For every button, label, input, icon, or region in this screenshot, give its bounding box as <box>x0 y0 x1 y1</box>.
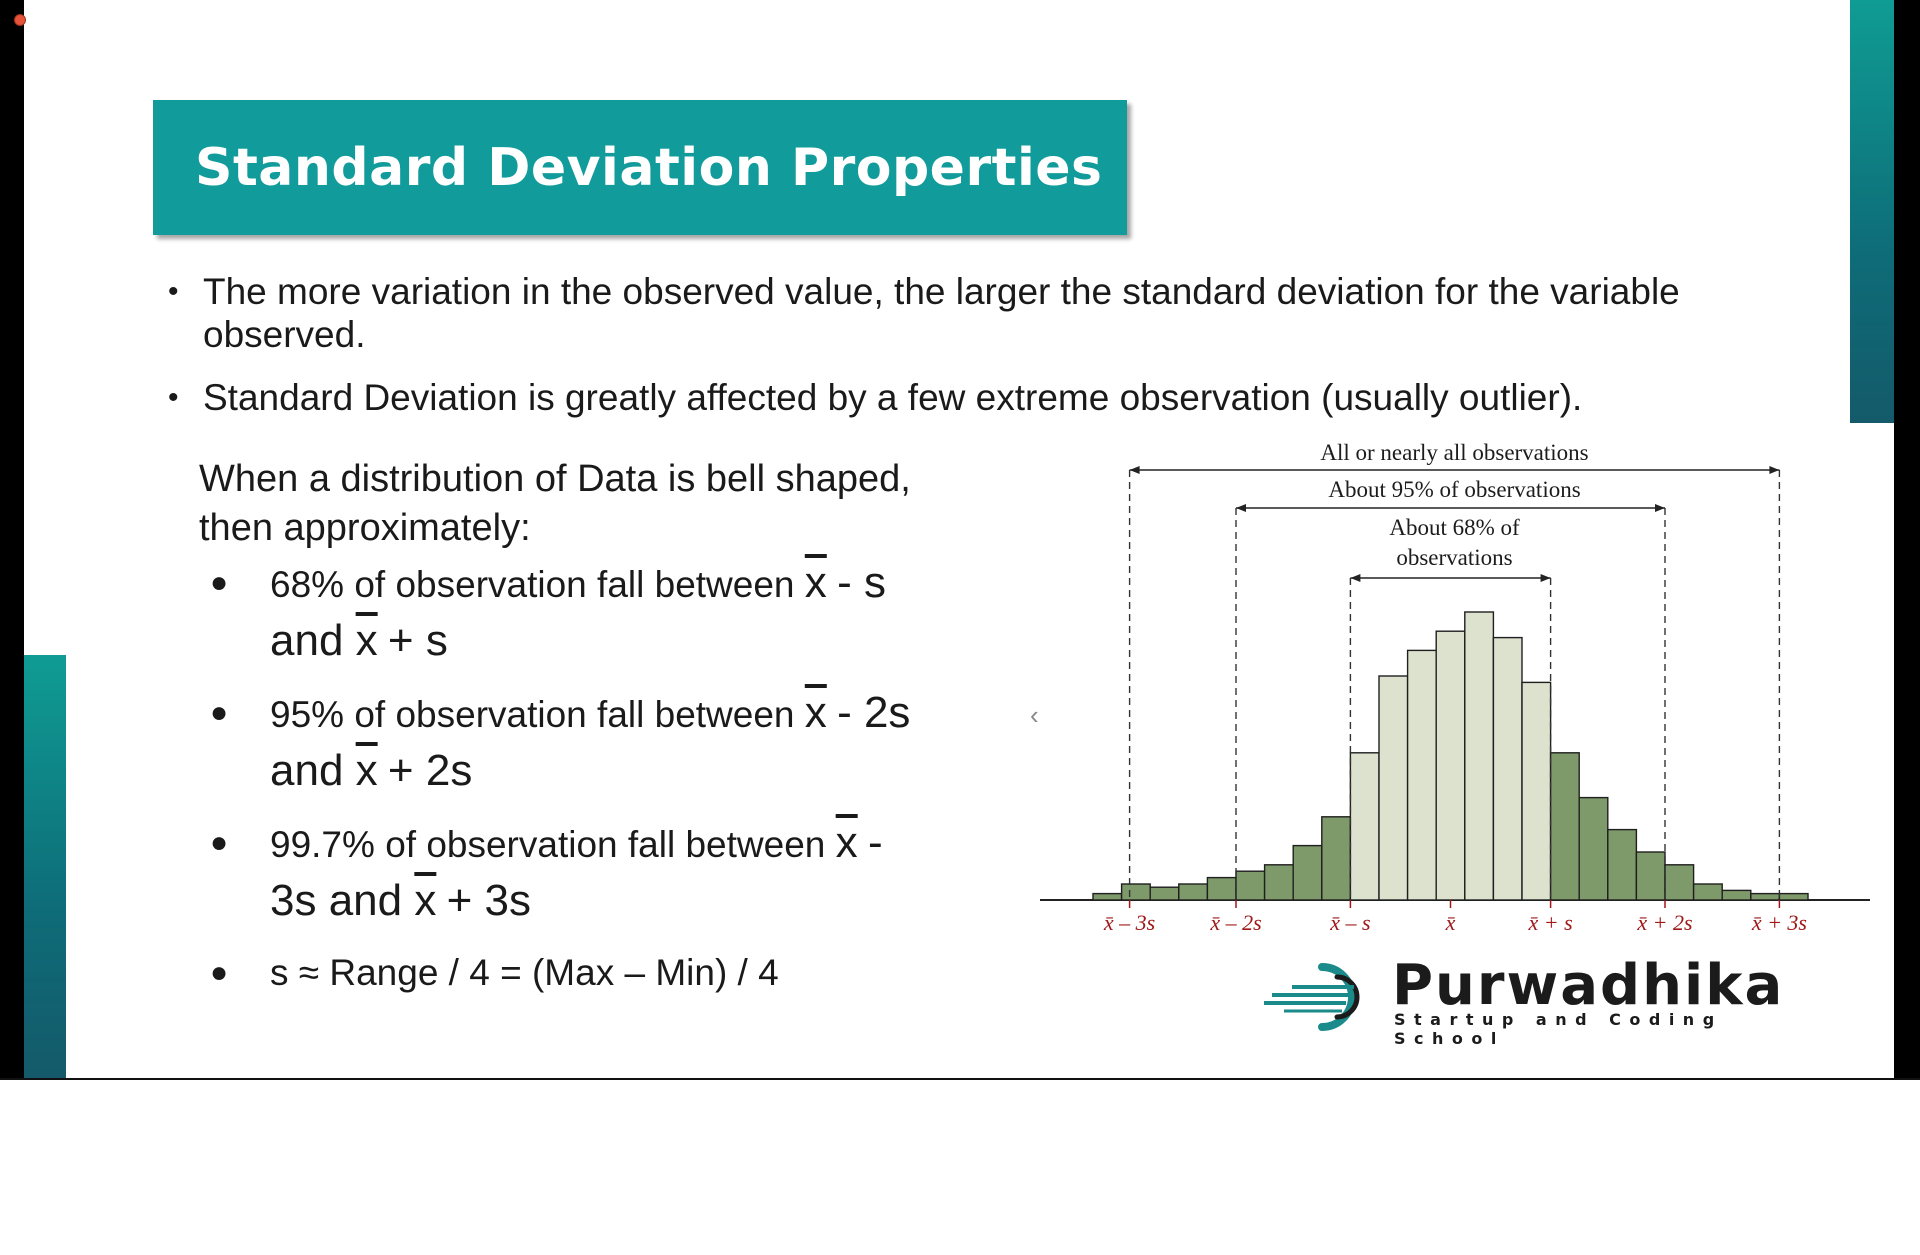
range-arrow-68-head-right <box>1540 574 1551 582</box>
x-tick-label: x̄ + 2s <box>1636 910 1692 935</box>
decorative-teal-bar-right <box>1850 0 1894 423</box>
bullet-item: • The more variation in the observed val… <box>168 270 1728 356</box>
histogram-bar <box>1292 844 1323 901</box>
histogram-bar <box>1635 851 1666 901</box>
title-banner: Standard Deviation Properties <box>153 100 1127 235</box>
rule-upper: + s <box>387 616 448 665</box>
histogram-bar <box>1206 876 1237 901</box>
x-tick-label: x̄ + s <box>1528 910 1573 935</box>
histogram-bar <box>1378 675 1409 901</box>
bullet-text: The more variation in the observed value… <box>203 271 1680 355</box>
rule-item-68: ● 68% of observation fall between x - s … <box>210 555 990 671</box>
x-tick-label: x̄ – s <box>1329 910 1370 935</box>
rule-upper: + 2s <box>387 746 473 795</box>
rule-lower: - s <box>837 558 886 607</box>
histogram-bar <box>1321 816 1352 901</box>
xbar-symbol: x <box>355 616 378 665</box>
rule-upper: + 3s <box>446 876 532 925</box>
presentation-slide: Standard Deviation Properties • The more… <box>0 0 1920 1078</box>
recording-indicator-icon <box>14 14 26 26</box>
xbar-symbol: x <box>414 876 437 925</box>
range-arrow-all-head-left <box>1129 466 1140 474</box>
range-arrow-95-head-right <box>1655 504 1665 512</box>
bullet-dot-icon: • <box>168 275 179 308</box>
bullet-item: • Standard Deviation is greatly affected… <box>168 376 1728 419</box>
previous-slide-chevron-icon[interactable]: ‹ <box>1030 700 1039 730</box>
rule-pre: 95% of observation fall between <box>270 694 805 735</box>
logo-tagline: Startup and Coding School <box>1394 1010 1723 1048</box>
rule-item-997: ● 99.7% of observation fall between x - … <box>210 815 990 931</box>
histogram-bar <box>1664 864 1695 901</box>
intro-line: then approximately: <box>199 507 531 549</box>
histogram-bar <box>1521 681 1552 901</box>
annotation-68-line2: observations <box>1396 545 1512 570</box>
x-tick-label: x̄ – 3s <box>1103 910 1155 935</box>
histogram-bar <box>1349 752 1380 901</box>
bullet-dot-icon: ● <box>210 696 229 729</box>
intro-line: When a distribution of Data is bell shap… <box>199 458 911 500</box>
rule-and: and <box>270 616 356 665</box>
range-rule-text: s ≈ Range / 4 = (Max – Min) / 4 <box>270 952 779 993</box>
decorative-teal-bar-left <box>24 655 66 1078</box>
rule-pre: 99.7% of observation fall between <box>270 824 836 865</box>
right-window-edge <box>1894 0 1920 1078</box>
xbar-symbol: x <box>355 746 378 795</box>
purwadhika-logo: Purwadhika Startup and Coding School <box>1262 953 1822 1048</box>
empirical-rule-intro: When a distribution of Data is bell shap… <box>199 455 999 553</box>
bullet-dot-icon: ● <box>210 566 229 599</box>
histogram-bar <box>1607 828 1638 901</box>
histogram-bar <box>1120 883 1151 901</box>
left-window-edge <box>0 0 24 1078</box>
empirical-rule-list: ● 68% of observation fall between x - s … <box>210 555 990 1015</box>
annotation-95: About 95% of observations <box>1328 477 1580 502</box>
slide-title: Standard Deviation Properties <box>195 137 1103 198</box>
logo-name: Purwadhika <box>1392 953 1785 1018</box>
rule-item-range: ● s ≈ Range / 4 = (Max – Min) / 4 <box>210 945 990 1001</box>
histogram-bar <box>1692 883 1723 901</box>
bullet-list: • The more variation in the observed val… <box>168 270 1728 439</box>
histogram-bar <box>1750 892 1781 901</box>
histogram-bar <box>1092 892 1123 901</box>
xbar-symbol: x <box>835 818 858 867</box>
rule-text: 95% of observation fall between x - 2s a… <box>270 685 910 801</box>
histogram-bar <box>1492 636 1523 901</box>
histogram-bar <box>1549 752 1580 901</box>
range-arrow-95-head-left <box>1236 504 1246 512</box>
histogram-bar <box>1721 889 1752 901</box>
x-tick-label: x̄ + 3s <box>1751 910 1807 935</box>
rule-and: 3s and <box>270 876 415 925</box>
histogram-bar <box>1406 649 1437 901</box>
xbar-symbol: x <box>804 688 827 737</box>
purwadhika-swoosh-icon <box>1264 963 1360 1031</box>
rule-item-95: ● 95% of observation fall between x - 2s… <box>210 685 990 801</box>
x-tick-label: x̄ <box>1445 910 1456 935</box>
annotation-all: All or nearly all observations <box>1320 440 1588 465</box>
range-arrow-all-head-right <box>1769 466 1780 474</box>
histogram-bar <box>1263 864 1294 901</box>
bullet-dot-icon: • <box>168 381 179 414</box>
x-tick-label: x̄ – 2s <box>1209 910 1261 935</box>
bell-histogram-chart: x̄ – 3s x̄ – 2s x̄ – s x̄ x̄ + s x̄ + 2s x̄ + … <box>1040 440 1870 935</box>
annotation-68-line1: About 68% of <box>1389 515 1520 540</box>
range-arrow-68-head-left <box>1350 574 1361 582</box>
rule-pre: 68% of observation fall between <box>270 564 805 605</box>
slide-bottom-border <box>0 1078 1920 1080</box>
histogram-bar <box>1149 886 1180 901</box>
xbar-symbol: x <box>804 558 827 607</box>
rule-and: and <box>270 746 356 795</box>
histogram-bar <box>1778 892 1809 901</box>
rule-text: 99.7% of observation fall between x - 3s… <box>270 815 883 931</box>
bullet-dot-icon: ● <box>210 826 229 859</box>
histogram-bar <box>1435 630 1466 901</box>
rule-lower: - <box>867 818 883 867</box>
rule-text: 68% of observation fall between x - s an… <box>270 555 886 671</box>
bullet-dot-icon: ● <box>210 956 229 989</box>
bullet-text: Standard Deviation is greatly affected b… <box>203 377 1583 418</box>
histogram-bar <box>1178 883 1209 901</box>
rule-lower: - 2s <box>837 688 911 737</box>
histogram-bar <box>1464 611 1495 901</box>
histogram-bar <box>1578 796 1609 901</box>
histogram-bar <box>1235 870 1266 901</box>
